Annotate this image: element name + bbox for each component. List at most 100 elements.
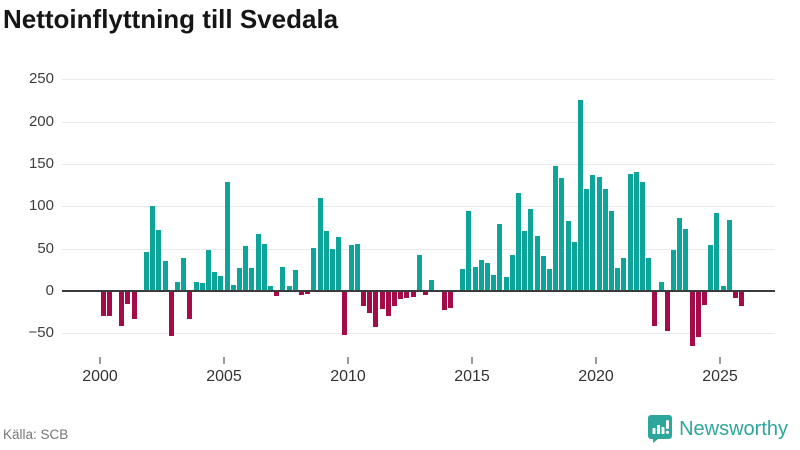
bar-2012-q2 [404,291,410,298]
bar-2020-q2 [602,189,608,291]
bar-2001-q4 [144,252,149,291]
bar-2016-q4 [516,192,521,291]
x-tick-label: 2020 [578,368,614,385]
bar-2021-q2 [627,174,633,291]
bar-2024-q2 [702,291,707,305]
x-tick-label: 2025 [702,368,738,385]
source-label: Källa: SCB [3,427,69,442]
bar-2011-q2 [379,291,385,309]
bar-2007-q3 [286,285,292,291]
bar-2012-q3 [410,291,416,297]
x-tick-label: 2000 [82,368,118,385]
bar-2022-q2 [652,291,658,326]
bar-2005-q3 [237,268,242,291]
bar-2018-q1 [547,268,552,291]
bar-2004-q4 [218,275,224,291]
bar-2025-q4 [739,291,745,307]
bar-2025-q2 [726,219,732,291]
y-tick-label: 100 [28,197,54,215]
bar-2018-q3 [559,178,565,291]
gridline-50 [62,248,775,250]
gridline-150 [62,163,775,165]
bar-2007-q1 [274,291,280,297]
gridline-200 [62,121,775,123]
bar-2003-q1 [175,281,180,291]
bar-2022-q1 [646,257,652,291]
bar-2006-q4 [268,285,273,291]
bar-2016-q3 [509,255,515,291]
x-tick-2010 [347,357,349,364]
bar-2007-q4 [292,269,298,291]
bar-2005-q2 [230,285,236,291]
bar-2006-q1 [249,268,255,291]
bar-2024-q1 [695,291,701,337]
y-tick-label: 150 [28,154,54,172]
bar-2011-q4 [392,291,397,307]
bar-2008-q3 [311,247,317,291]
bar-2013-q1 [423,291,428,296]
newsworthy-badge-icon [648,415,673,443]
gridline--50 [62,333,775,335]
bar-2013-q4 [441,291,447,311]
bar-2009-q3 [336,236,342,291]
bar-2010-q2 [354,243,360,291]
bar-2017-q4 [540,256,546,291]
bar-2010-q4 [367,291,373,313]
gridline-100 [62,206,775,208]
bar-2023-q3 [683,229,689,291]
bar-2003-q3 [187,291,193,319]
bar-2012-q1 [398,291,404,300]
bar-2001-q2 [131,291,137,319]
x-tick-label: 2015 [454,368,490,385]
bar-2016-q2 [503,276,509,291]
bar-2003-q4 [193,281,199,291]
bar-2017-q3 [534,235,540,291]
y-tick-label: 250 [28,70,54,88]
x-tick-label: 2010 [330,368,366,385]
bar-2023-q4 [689,291,695,347]
bar-2009-q4 [342,291,348,336]
y-tick-label: 50 [37,239,54,257]
y-tick-label: 0 [45,282,54,299]
bar-2011-q1 [373,291,379,327]
bar-2022-q4 [664,291,670,331]
bar-2016-q1 [497,224,503,291]
bar-2019-q4 [590,175,596,291]
bar-2019-q3 [584,189,590,291]
bar-2024-q3 [708,245,714,291]
bar-2002-q4 [168,291,174,336]
bar-2014-q3 [460,268,466,291]
bar-2005-q1 [224,181,230,291]
bar-2010-q3 [361,291,366,307]
bar-2008-q1 [299,291,304,296]
x-tick-2025 [719,357,721,364]
bar-2010-q1 [348,245,354,291]
bar-2021-q4 [640,181,645,291]
bar-2018-q2 [553,165,559,291]
bar-2017-q1 [522,230,528,291]
bar-2025-q1 [720,285,726,291]
bar-2020-q4 [615,268,621,291]
bar-2015-q3 [485,263,490,291]
bar-2002-q3 [162,261,168,291]
x-tick-2015 [471,357,473,364]
bar-2015-q2 [478,259,484,291]
bar-2011-q3 [385,291,391,316]
newsworthy-logo: Newsworthy [648,414,788,444]
bar-2022-q3 [658,281,664,291]
zero-axis-line [62,290,775,292]
bar-2000-q2 [106,291,112,317]
bar-2014-q4 [466,211,472,291]
bar-2008-q2 [305,291,311,295]
bar-2021-q1 [621,257,627,291]
bar-2017-q2 [528,208,534,291]
x-tick-2005 [223,357,225,364]
bar-2023-q1 [671,250,676,291]
gridline-250 [62,79,775,81]
bar-2015-q1 [472,267,478,291]
bar-2004-q1 [199,283,205,291]
bar-2013-q2 [429,279,435,291]
bar-2003-q2 [181,257,187,291]
bar-2019-q1 [571,241,577,291]
